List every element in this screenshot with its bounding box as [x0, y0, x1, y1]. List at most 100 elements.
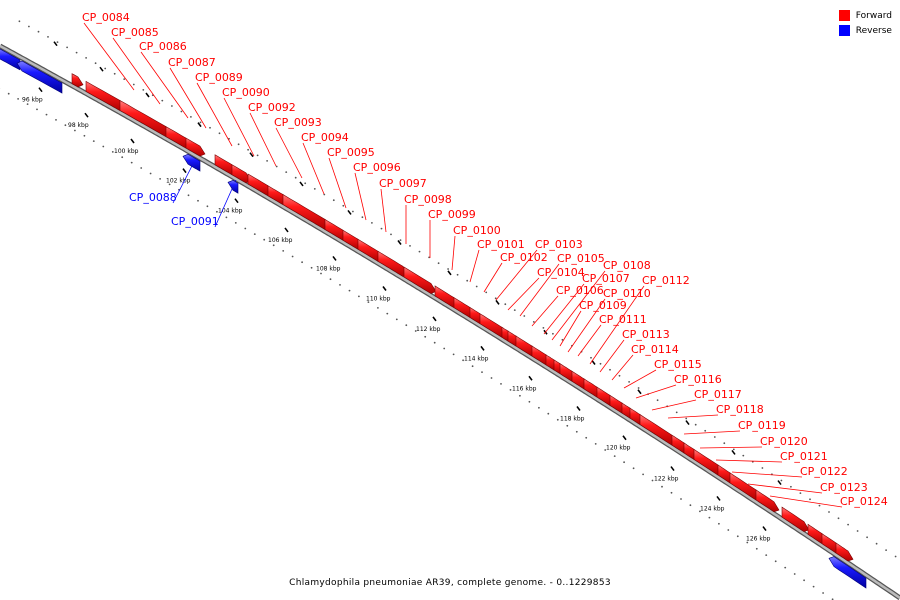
gene-label-cp-0106[interactable]: CP_0106	[556, 284, 604, 297]
legend-item-forward: Forward	[838, 8, 892, 23]
gene-label-cp-0119[interactable]: CP_0119	[738, 419, 786, 432]
forward-gene-feature[interactable]	[781, 506, 810, 532]
outer-major-tick	[299, 181, 304, 187]
inner-major-tick	[332, 255, 337, 261]
gene-label-cp-0085[interactable]: CP_0085	[111, 26, 159, 39]
inner-guide-dot	[102, 145, 105, 148]
outer-guide-dot	[704, 429, 707, 432]
inner-guide-dot	[755, 547, 758, 550]
gene-features	[0, 48, 867, 589]
gene-label-cp-0095[interactable]: CP_0095	[327, 146, 375, 159]
inner-guide-dot	[26, 103, 29, 105]
gene-label-cp-0107[interactable]: CP_0107	[582, 272, 630, 285]
gene-label-cp-0093[interactable]: CP_0093	[274, 116, 322, 129]
reverse-gene-feature[interactable]	[16, 60, 63, 94]
outer-guide-dot	[675, 411, 678, 414]
leader-line	[83, 22, 135, 91]
gene-label-cp-0120[interactable]: CP_0120	[760, 435, 808, 448]
inner-guide-dot	[509, 389, 512, 391]
gene-label-cp-0099[interactable]: CP_0099	[428, 208, 476, 221]
inner-guide-dot	[452, 353, 455, 356]
gene-label-cp-0084[interactable]: CP_0084	[82, 11, 130, 24]
leader-line	[747, 483, 823, 494]
outer-guide-dot	[256, 154, 259, 157]
gene-label-cp-0101[interactable]: CP_0101	[477, 238, 525, 251]
inner-guide-dot	[197, 199, 199, 202]
tick-label: 124 kbp	[700, 505, 725, 512]
gene-label-cp-0113[interactable]: CP_0113	[622, 328, 670, 341]
reverse-gene-feature[interactable]	[182, 153, 201, 172]
gene-label-cp-0100[interactable]: CP_0100	[453, 224, 501, 237]
gene-label-cp-0116[interactable]: CP_0116	[674, 373, 722, 386]
forward-gene-feature[interactable]	[71, 73, 84, 88]
leader-line	[567, 298, 606, 353]
outer-major-tick	[591, 360, 596, 365]
reverse-gene-feature[interactable]	[828, 556, 867, 589]
gene-label-cp-0086[interactable]: CP_0086	[139, 40, 187, 53]
gene-label-cp-0110[interactable]: CP_0110	[603, 287, 651, 300]
gene-label-cp-0092[interactable]: CP_0092	[248, 101, 296, 114]
outer-guide-dot	[132, 83, 135, 86]
gene-label-cp-0109[interactable]: CP_0109	[579, 299, 627, 312]
outer-guide-dot	[685, 417, 688, 420]
outer-guide-dot	[304, 182, 307, 185]
outer-guide-dot	[342, 204, 345, 207]
gene-label-cp-0096[interactable]: CP_0096	[353, 161, 401, 174]
forward-gene-feature[interactable]	[185, 137, 206, 157]
gene-label-cp-0098[interactable]: CP_0098	[404, 193, 452, 206]
gene-label-cp-0108[interactable]: CP_0108	[603, 259, 651, 272]
reverse-gene-feature[interactable]	[227, 179, 239, 194]
gene-label-cp-0091[interactable]: CP_0091	[171, 215, 219, 228]
leader-line	[715, 459, 783, 463]
forward-gene-feature[interactable]	[835, 542, 854, 562]
inner-guide-dot	[585, 436, 588, 439]
gene-label-cp-0104[interactable]: CP_0104	[537, 266, 585, 279]
inner-guide-dot	[74, 129, 76, 132]
inner-guide-dot	[272, 244, 275, 247]
outer-guide-dot	[780, 479, 783, 482]
outer-guide-dot	[209, 126, 211, 129]
gene-label-cp-0094[interactable]: CP_0094	[301, 131, 349, 144]
inner-guide-dot	[111, 151, 114, 153]
gene-label-cp-0097[interactable]: CP_0097	[379, 177, 427, 190]
inner-guide-dot	[92, 140, 95, 143]
gene-label-cp-0123[interactable]: CP_0123	[820, 481, 868, 494]
gene-label-cp-0088[interactable]: CP_0088	[129, 191, 177, 204]
tick-label: 122 kbp	[654, 476, 679, 483]
gene-label-cp-0103[interactable]: CP_0103	[535, 238, 583, 251]
gene-label-cp-0112[interactable]: CP_0112	[642, 274, 690, 287]
outer-guide-dot	[856, 530, 859, 532]
gene-label-cp-0124[interactable]: CP_0124	[840, 495, 888, 508]
gene-label-cp-0111[interactable]: CP_0111	[599, 313, 647, 326]
inner-guide-dot	[263, 238, 266, 241]
forward-gene-feature[interactable]	[403, 266, 437, 294]
forward-gene-feature[interactable]	[755, 489, 780, 513]
outer-guide-dot	[18, 20, 21, 23]
outer-guide-dot	[171, 105, 173, 107]
outer-guide-dot	[47, 36, 49, 38]
gene-label-cp-0105[interactable]: CP_0105	[557, 252, 605, 265]
inner-major-tick	[670, 466, 675, 472]
outer-major-tick	[53, 41, 58, 47]
leader-line	[302, 142, 325, 195]
leader-line	[667, 414, 719, 419]
gene-label-cp-0117[interactable]: CP_0117	[694, 388, 742, 401]
gene-label-cp-0087[interactable]: CP_0087	[168, 56, 216, 69]
gene-label-cp-0115[interactable]: CP_0115	[654, 358, 702, 371]
gene-label-cp-0102[interactable]: CP_0102	[500, 251, 548, 264]
legend-label-reverse: Reverse	[855, 25, 892, 36]
gene-label-cp-0121[interactable]: CP_0121	[780, 450, 828, 463]
outer-guide-dot	[599, 362, 602, 365]
gene-label-cp-0090[interactable]: CP_0090	[222, 86, 270, 99]
forward-swatch-icon	[838, 10, 850, 21]
inner-guide-dot	[784, 566, 787, 569]
outer-major-tick	[495, 299, 500, 305]
gene-label-cp-0114[interactable]: CP_0114	[631, 343, 679, 356]
outer-guide-dot	[656, 399, 659, 402]
gene-label-cp-0089[interactable]: CP_0089	[195, 71, 243, 84]
gene-label-cp-0118[interactable]: CP_0118	[716, 403, 764, 416]
tick-label: 106 kbp	[268, 237, 293, 244]
outer-guide-dot	[237, 143, 240, 146]
gene-label-cp-0122[interactable]: CP_0122	[800, 465, 848, 478]
